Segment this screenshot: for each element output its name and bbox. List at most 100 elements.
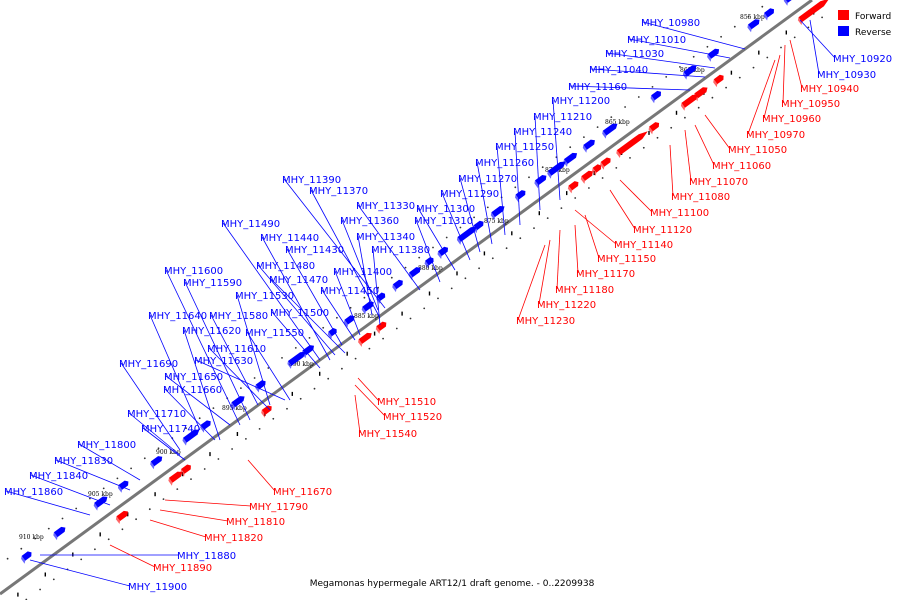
track-dot: [322, 326, 325, 329]
forward-gene-shade: [168, 477, 173, 486]
reverse-gene-shade: [301, 350, 307, 359]
track-dot: [176, 488, 179, 490]
track-dot: [733, 25, 736, 28]
label-leader-line: [261, 236, 331, 361]
gene-label: MHY_11880: [177, 551, 236, 562]
label-leader-line: [159, 509, 229, 522]
forward-gene: [169, 471, 183, 483]
forward-gene: [681, 94, 698, 108]
label-leader-line: [704, 114, 731, 150]
gene-label: MHY_11800: [77, 440, 136, 451]
reverse-gene-shade: [534, 180, 539, 189]
label-leader-line: [417, 207, 456, 271]
label-leader-line: [78, 443, 141, 481]
tick-mark: [127, 512, 129, 517]
gene-label: MHY_11220: [537, 300, 596, 311]
track-dot: [491, 257, 494, 260]
track-dot: [624, 106, 626, 108]
label-leader-line: [584, 214, 600, 259]
label-leader-line: [184, 281, 251, 421]
label-leader-line: [354, 384, 386, 417]
label-leader-line: [357, 204, 421, 291]
label-leader-line: [763, 54, 781, 119]
scale-tick-label: 880 kbp: [418, 265, 443, 272]
track-dot: [445, 236, 448, 239]
label-leader-line: [782, 44, 786, 104]
forward-gene: [358, 332, 372, 344]
track-dot: [423, 307, 426, 310]
reverse-gene: [150, 456, 163, 467]
gene-label: MHY_11820: [204, 533, 263, 544]
label-leader-line: [684, 129, 692, 182]
reverse-gene-shade: [563, 159, 568, 167]
forward-gene-shade: [713, 79, 718, 88]
reverse-gene-shade: [707, 54, 712, 62]
tick-mark: [648, 130, 650, 135]
reverse-gene: [547, 161, 566, 176]
track-dot: [47, 527, 50, 530]
label-leader-line: [534, 115, 541, 211]
track-dot: [478, 267, 480, 270]
gene-label: MHY_11310: [414, 216, 473, 227]
track-dot: [514, 186, 517, 189]
forward-gene: [376, 321, 387, 331]
reverse-gene: [53, 526, 66, 538]
track-dot: [473, 216, 475, 219]
reverse-gene-shade: [361, 306, 366, 315]
label-leader-line: [236, 294, 271, 406]
reverse-gene: [535, 175, 547, 186]
forward-gene: [600, 157, 611, 167]
forward-gene-shade: [680, 102, 685, 111]
gene-label: MHY_11150: [597, 254, 656, 265]
gene-label: MHY_11540: [358, 429, 417, 440]
reverse-gene-shade: [21, 555, 26, 564]
reverse-gene: [376, 292, 386, 301]
track-dot: [615, 167, 618, 169]
tick-mark: [538, 211, 540, 216]
gene-label: MHY_11210: [533, 112, 592, 123]
gene-label: MHY_10920: [833, 54, 892, 65]
forward-gene-shade: [693, 93, 698, 102]
genes: [21, 0, 829, 564]
tick-mark: [44, 572, 46, 577]
gene-label: MHY_11840: [29, 471, 88, 482]
label-leader-line: [606, 52, 716, 69]
track-dot: [107, 538, 110, 541]
gene-label: MHY_11390: [282, 175, 341, 186]
track-dot: [341, 367, 343, 370]
tick-mark: [758, 50, 760, 55]
track-dot: [533, 227, 535, 230]
reverse-gene: [651, 90, 661, 101]
label-leader-line: [354, 394, 361, 434]
label-leader-line: [321, 289, 356, 341]
track-dot: [6, 557, 9, 560]
label-leaders: [5, 19, 836, 587]
label-leader-line: [149, 519, 207, 538]
track-dot: [793, 36, 796, 39]
label-leader-line: [29, 559, 131, 587]
label-leader-line: [619, 179, 653, 213]
gene-labels: MHY_10980 MHY_11010 MHY_11030 MHY_11040 MHY_…: [4, 18, 892, 593]
gene-label: MHY_11230: [516, 316, 575, 327]
forward-gene-shade: [180, 469, 185, 477]
track-dot: [459, 226, 462, 229]
track-dot: [135, 518, 138, 521]
tick-mark: [483, 251, 486, 256]
gene-label: MHY_11160: [568, 82, 627, 93]
reverse-gene: [707, 48, 720, 59]
gene-label: MHY_11480: [256, 261, 315, 272]
label-leader-line: [247, 459, 276, 492]
track-dot: [382, 337, 384, 340]
gene-label: MHY_11030: [605, 49, 664, 60]
track-dot: [569, 146, 572, 149]
gene-label: MHY_11470: [269, 275, 328, 286]
label-leader-line: [642, 21, 746, 50]
track-dot: [190, 478, 192, 480]
label-leader-line: [799, 19, 836, 59]
forward-gene-shade: [797, 17, 803, 26]
track-dot: [519, 237, 522, 240]
gene-label: MHY_10940: [800, 84, 859, 95]
track-dot: [286, 407, 288, 410]
label-leader-line: [441, 192, 471, 261]
reverse-gene-shade: [327, 331, 332, 340]
